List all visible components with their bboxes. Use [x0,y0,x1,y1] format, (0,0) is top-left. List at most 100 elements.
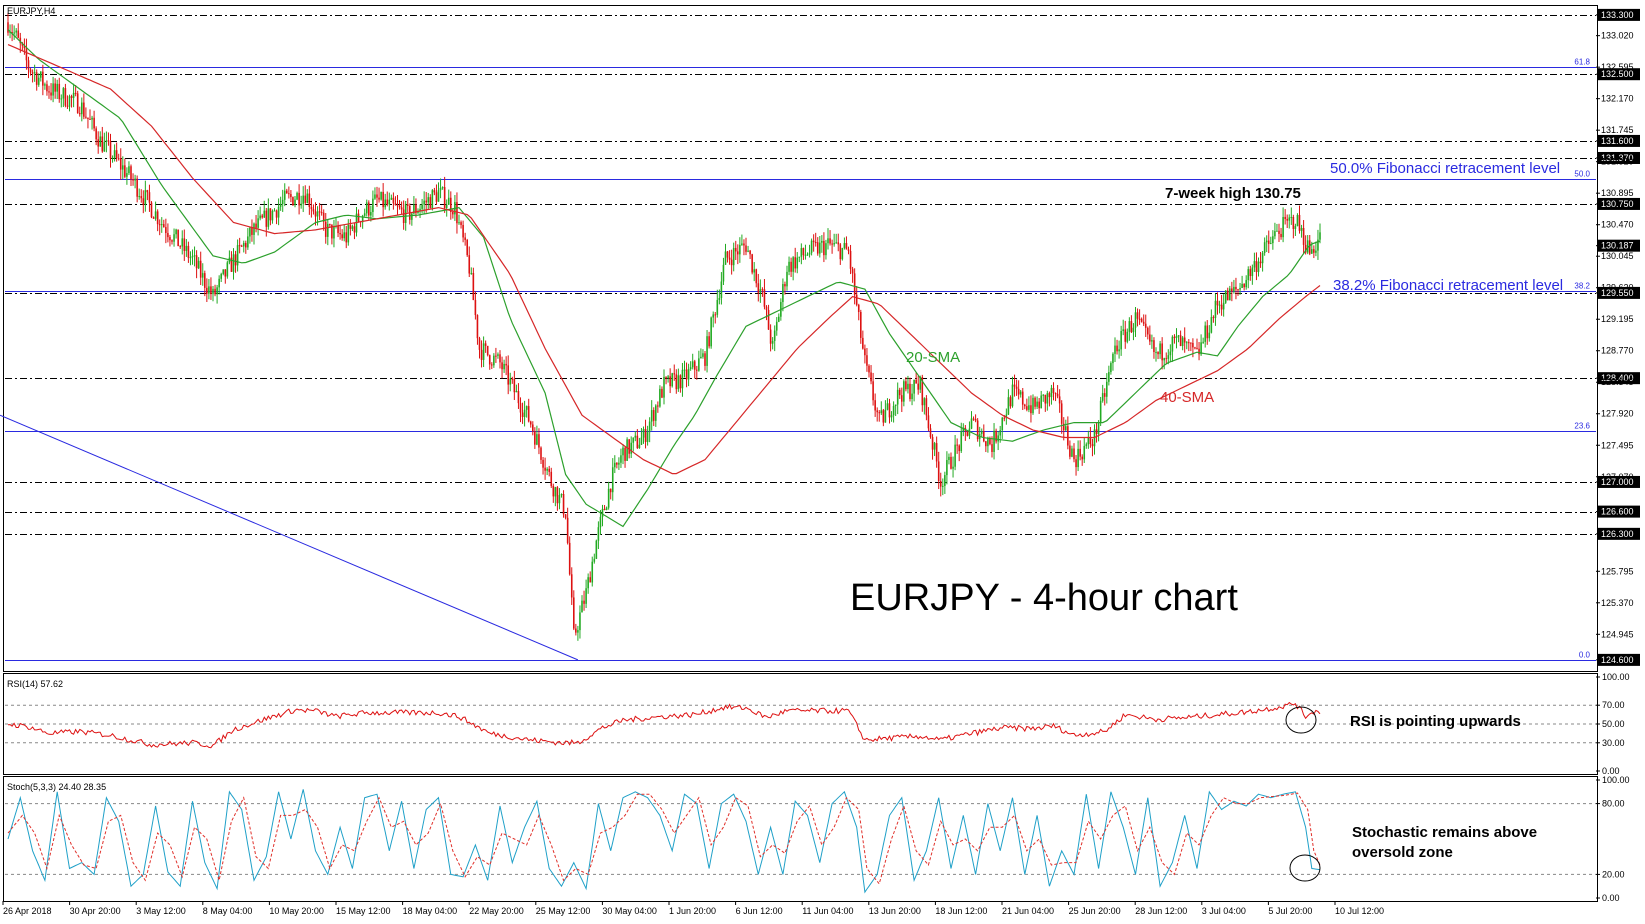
candle-body [185,245,188,251]
candle-body [997,435,999,442]
candle-body [1302,227,1305,245]
candle-body [1276,230,1278,232]
candle-body [845,243,848,250]
candle-body [673,373,676,375]
candle-body [591,561,594,583]
candle-body [302,195,304,204]
candle-body [745,245,747,252]
candle-body [29,69,32,73]
candle-body [406,204,409,206]
candle-body [173,234,175,242]
candle-body [798,256,801,258]
price-label-box [1598,239,1640,252]
time-tick-label: 26 Apr 2018 [3,906,52,916]
candle-body [1194,347,1196,349]
price-tick-label: 131.745 [1601,125,1634,135]
candle-body [251,227,253,235]
candle-body [907,383,909,390]
candle-body [1040,395,1042,409]
candle-body [417,211,419,214]
candle-body [81,102,83,115]
time-tick-label: 30 Apr 20:00 [70,906,121,916]
candle-body [595,540,598,559]
candle-body [1216,300,1219,306]
candle-body [911,393,913,400]
candle-body [54,83,56,92]
candle-body [1308,240,1311,254]
candle-body [1159,343,1161,355]
candle-body [763,289,766,307]
stoch-panel-frame [3,776,1598,902]
candle-body [1272,236,1274,244]
candle-body [835,242,837,244]
candle-body [191,256,194,258]
candle-body [778,316,780,322]
candle-body [1185,342,1188,344]
candle-body [17,30,20,38]
price-tick-label: 127.495 [1601,440,1634,450]
candle-body [27,60,30,70]
time-tick-label: 13 Jun 20:00 [869,906,921,916]
candle-body [933,443,936,450]
candle-body [1144,323,1147,328]
candle-body [821,240,823,243]
candle-body [788,261,790,272]
candle-body [929,428,932,437]
candle-body [1265,240,1268,243]
candle-body [1173,336,1176,339]
candle-body [886,403,889,410]
candle-body [999,430,1001,436]
candle-body [439,187,442,191]
candle-body [823,240,825,256]
candle-body [921,377,924,406]
candle-body [944,475,946,486]
candle-body [513,378,516,393]
candle-body [423,200,425,205]
candle-body [1108,372,1110,382]
candle-body [663,376,665,398]
candle-body [714,314,717,316]
candle-body [1056,393,1059,397]
candle-body [1280,233,1282,238]
candle-body [154,211,157,219]
candle-body [396,205,399,207]
candle-body [144,190,147,205]
candle-body [507,365,509,385]
candle-body [989,438,991,445]
candle-body [64,88,67,106]
stoch-main-line [7,789,1321,894]
candle-body [156,211,159,225]
candle-body [831,243,833,245]
candle-body [199,260,202,278]
candle-body [724,251,727,265]
candle-body [601,508,604,517]
candle-body [628,439,630,454]
candle-body [620,455,622,463]
price-tick-label: 125.795 [1601,566,1634,576]
candle-body [1253,261,1256,268]
candle-body [220,273,222,279]
stoch-signal-line [7,792,1321,885]
candle-body [728,257,731,260]
candle-body [167,233,169,238]
candle-body [1183,337,1186,343]
candle-body [58,83,61,100]
candle-body [466,239,468,256]
candle-body [460,222,462,225]
candle-body [1075,459,1077,468]
candle-body [468,255,471,274]
candle-body [1024,404,1026,407]
candle-body [773,330,776,341]
candle-body [257,218,259,228]
candle-body [983,431,985,442]
candle-body [827,238,829,244]
candle-body [1231,288,1233,292]
candle-body [987,438,989,447]
candle-body [33,72,36,74]
candle-body [308,193,311,208]
candle-body [1009,397,1012,407]
candle-body [1270,243,1272,245]
price-label-box [1598,653,1640,666]
candle-body [1206,325,1209,339]
candle-body [532,424,534,432]
